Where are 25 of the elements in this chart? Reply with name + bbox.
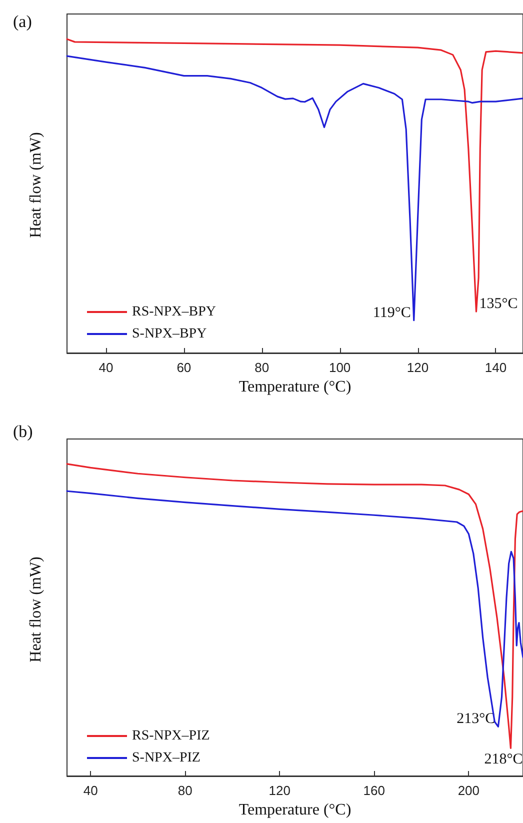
chart-title: (b) [13,422,33,441]
x-tick-label: 80 [254,360,270,375]
x-tick-label: 160 [363,783,385,798]
x-tick-label: 140 [484,360,507,375]
x-tick-label: 60 [176,360,192,375]
x-tick-label: 200 [458,783,480,798]
legend-label: S-NPX–PIZ [132,750,200,766]
legend-label: S-NPX–BPY [132,326,207,342]
y-axis-title: Heat flow (mW) [28,132,44,238]
x-tick-label: 120 [406,360,429,375]
x-tick-label: 40 [98,360,114,375]
y-axis-title: Heat flow (mW) [28,556,44,662]
x-tick-label: 40 [83,783,98,798]
annotation: 119°C [372,304,411,321]
legend-label: RS-NPX–PIZ [132,728,210,744]
x-tick-label: 100 [328,360,351,375]
annotation: 213°C [456,711,496,728]
x-tick-label: 120 [268,783,290,798]
annotation: 218°C [484,752,523,768]
x-tick-label: 80 [178,783,192,798]
x-axis-title: Temperature (°C) [238,802,352,818]
x-axis-title: Temperature (°C) [238,378,352,396]
chart-title: (a) [13,12,32,31]
annotation: 135°C [479,296,518,312]
legend-label: RS-NPX–BPY [132,304,216,320]
